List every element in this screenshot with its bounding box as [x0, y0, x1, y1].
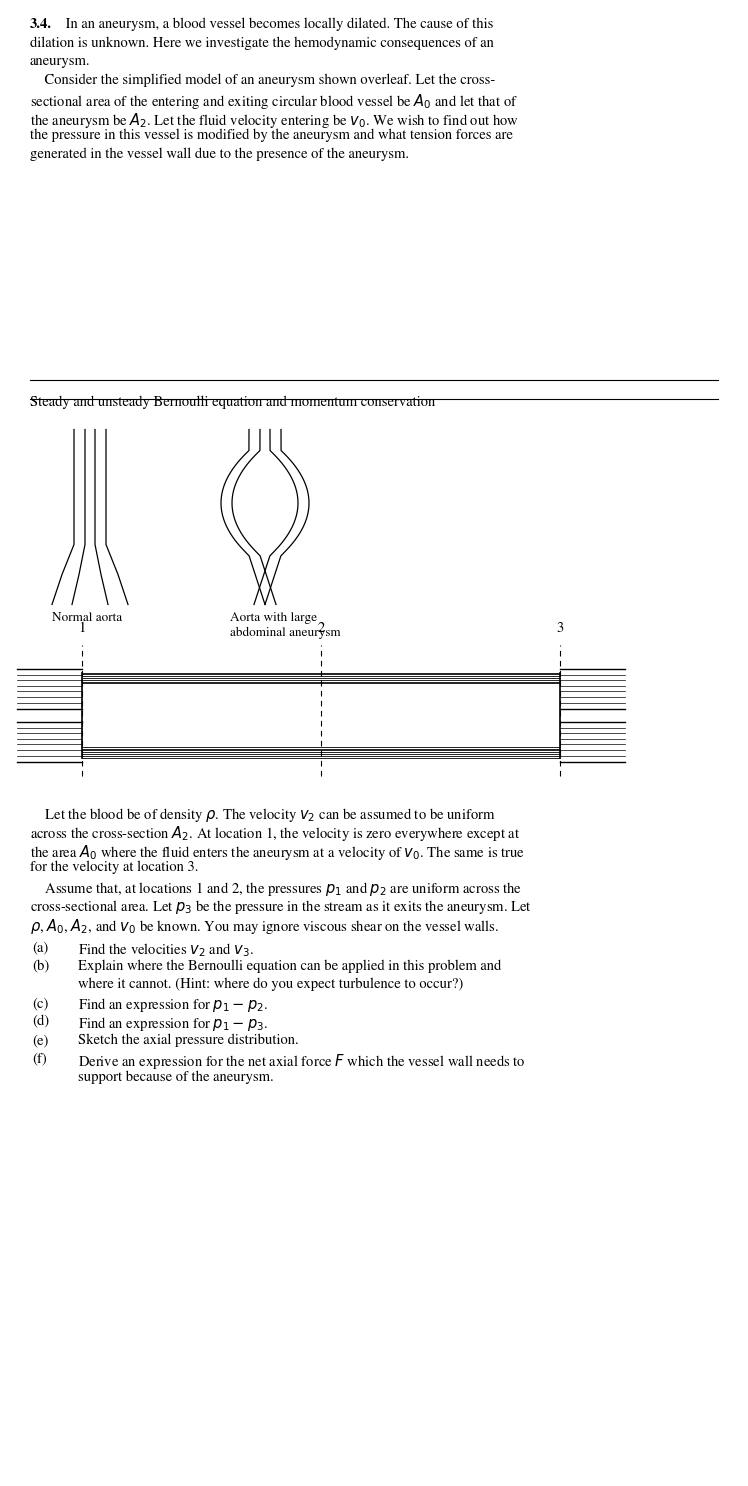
Text: across the cross-section $A_2$. At location 1, the velocity is zero everywhere e: across the cross-section $A_2$. At locat…: [30, 825, 521, 843]
Text: generated in the vessel wall due to the presence of the aneurysm.: generated in the vessel wall due to the …: [30, 147, 409, 160]
Text: the area $A_0$ where the fluid enters the aneurysm at a velocity of $v_0$. The s: the area $A_0$ where the fluid enters th…: [30, 843, 525, 862]
Text: Assume that, at locations 1 and 2, the pressures $p_1$ and $p_2$ are uniform acr: Assume that, at locations 1 and 2, the p…: [30, 880, 522, 898]
Text: Find an expression for $p_1 - p_3$.: Find an expression for $p_1 - p_3$.: [78, 1015, 268, 1033]
Text: (b): (b): [32, 960, 49, 973]
Text: dilation is unknown. Here we investigate the hemodynamic consequences of an: dilation is unknown. Here we investigate…: [30, 37, 494, 51]
Text: for the velocity at location 3.: for the velocity at location 3.: [30, 860, 198, 874]
Text: (d): (d): [32, 1015, 49, 1028]
Text: Explain where the Bernoulli equation can be applied in this problem and: Explain where the Bernoulli equation can…: [78, 960, 501, 973]
Text: where it cannot. (Hint: where do you expect turbulence to occur?): where it cannot. (Hint: where do you exp…: [78, 978, 463, 991]
Text: Sketch the axial pressure distribution.: Sketch the axial pressure distribution.: [78, 1033, 298, 1048]
Text: 3.4.: 3.4.: [30, 18, 52, 31]
Text: Steady and unsteady Bernoulli equation and momentum conservation: Steady and unsteady Bernoulli equation a…: [30, 395, 435, 410]
Text: In an aneurysm, a blood vessel becomes locally dilated. The cause of this: In an aneurysm, a blood vessel becomes l…: [62, 18, 494, 31]
Text: Consider the simplified model of an aneurysm shown overleaf. Let the cross-: Consider the simplified model of an aneu…: [30, 73, 495, 86]
Text: aneurysm.: aneurysm.: [30, 55, 91, 68]
Text: sectional area of the entering and exiting circular blood vessel be $A_0$ and le: sectional area of the entering and exiti…: [30, 92, 518, 111]
Text: 1: 1: [79, 621, 86, 635]
Text: Normal aorta: Normal aorta: [52, 612, 122, 624]
Text: support because of the aneurysm.: support because of the aneurysm.: [78, 1070, 274, 1083]
Text: Let the blood be of density $\rho$. The velocity $v_2$ can be assumed to be unif: Let the blood be of density $\rho$. The …: [30, 805, 496, 823]
Text: $\rho$, $A_0$, $A_2$, and $v_0$ be known. You may ignore viscous shear on the ve: $\rho$, $A_0$, $A_2$, and $v_0$ be known…: [30, 917, 499, 936]
Text: the pressure in this vessel is modified by the aneurysm and what tension forces : the pressure in this vessel is modified …: [30, 129, 513, 143]
Text: the aneurysm be $A_2$. Let the fluid velocity entering be $v_0$. We wish to find: the aneurysm be $A_2$. Let the fluid vel…: [30, 110, 519, 129]
Text: (e): (e): [32, 1033, 49, 1048]
Text: Find an expression for $p_1 - p_2$.: Find an expression for $p_1 - p_2$.: [78, 997, 268, 1015]
Text: 3: 3: [557, 621, 564, 635]
Text: cross-sectional area. Let $p_3$ be the pressure in the stream as it exits the an: cross-sectional area. Let $p_3$ be the p…: [30, 898, 532, 915]
Text: Derive an expression for the net axial force $F$ which the vessel wall needs to: Derive an expression for the net axial f…: [78, 1052, 526, 1071]
Text: (f): (f): [32, 1052, 46, 1065]
Text: Aorta with large
abdominal aneurysm: Aorta with large abdominal aneurysm: [230, 612, 340, 639]
Text: 2: 2: [317, 621, 325, 635]
Text: (c): (c): [32, 997, 49, 1010]
Text: Find the velocities $v_2$ and $v_3$.: Find the velocities $v_2$ and $v_3$.: [78, 941, 254, 958]
Text: (a): (a): [32, 941, 49, 954]
